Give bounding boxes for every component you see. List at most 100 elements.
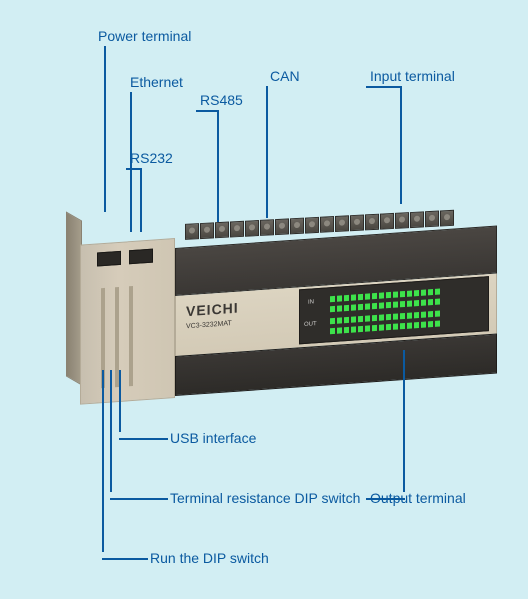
screw-terminal xyxy=(215,222,229,239)
led-indicator xyxy=(365,293,370,299)
led-indicator xyxy=(358,304,363,310)
led-indicator xyxy=(407,312,412,318)
led-indicator xyxy=(393,301,398,307)
led-indicator xyxy=(428,311,433,317)
led-indicator xyxy=(351,294,356,300)
callout-label-termres: Terminal resistance DIP switch xyxy=(170,490,360,506)
callout-label-power: Power terminal xyxy=(98,28,191,44)
led-indicator xyxy=(414,290,419,296)
led-indicator xyxy=(407,300,412,306)
screw-terminal xyxy=(185,223,199,240)
led-indicator xyxy=(393,313,398,319)
leader-tick-rundip xyxy=(102,558,148,560)
callout-label-rs485: RS485 xyxy=(200,92,243,108)
leader-tick-input xyxy=(366,86,402,88)
device-left-section xyxy=(80,238,175,405)
device-body: VEICHI VC3-3232MAT IN OUT xyxy=(80,215,500,404)
led-indicator xyxy=(358,316,363,322)
led-indicator xyxy=(330,328,335,334)
screw-terminal xyxy=(260,219,274,236)
leader-line-usb xyxy=(119,370,121,432)
led-indicator xyxy=(358,294,363,300)
led-indicator xyxy=(372,325,377,331)
leader-line-can xyxy=(266,86,268,218)
led-indicator xyxy=(400,301,405,307)
screw-terminal xyxy=(395,212,409,229)
callout-label-input: Input terminal xyxy=(370,68,455,84)
leader-line-rs232 xyxy=(140,168,142,232)
led-indicator xyxy=(351,304,356,310)
screw-terminal xyxy=(305,217,319,234)
in-label: IN xyxy=(308,299,314,305)
led-indicator xyxy=(358,326,363,332)
led-indicator xyxy=(400,323,405,329)
led-indicator xyxy=(351,326,356,332)
led-indicator xyxy=(337,317,342,323)
led-indicator xyxy=(386,314,391,320)
model-label: VC3-3232MAT xyxy=(186,320,232,330)
rs232-port xyxy=(129,249,153,265)
out-label: OUT xyxy=(304,321,317,328)
led-indicator xyxy=(351,316,356,322)
led-indicator xyxy=(344,327,349,333)
screw-terminal xyxy=(440,210,454,227)
leader-line-power xyxy=(104,46,106,212)
led-indicator xyxy=(344,317,349,323)
led-indicator xyxy=(428,321,433,327)
led-indicator xyxy=(379,292,384,298)
leader-line-rundip xyxy=(102,370,104,552)
leader-tick-rs232 xyxy=(126,168,142,170)
led-indicator xyxy=(407,322,412,328)
led-indicator xyxy=(386,302,391,308)
led-indicator xyxy=(435,311,440,317)
led-indicator xyxy=(428,299,433,305)
led-indicator xyxy=(407,290,412,296)
callout-label-rs232: RS232 xyxy=(130,150,173,166)
led-indicator xyxy=(386,324,391,330)
led-indicator xyxy=(393,291,398,297)
screw-terminal xyxy=(200,222,214,239)
leader-line-output xyxy=(403,350,405,492)
leader-tick-termres xyxy=(110,498,168,500)
led-indicator xyxy=(400,313,405,319)
led-indicator xyxy=(400,291,405,297)
screw-terminal xyxy=(245,220,259,237)
leader-line-input xyxy=(400,86,402,204)
callout-label-rundip: Run the DIP switch xyxy=(150,550,269,566)
leader-line-rs485 xyxy=(217,110,219,222)
led-indicator xyxy=(386,292,391,298)
screw-terminal xyxy=(380,213,394,230)
plc-device: VEICHI VC3-3232MAT IN OUT xyxy=(80,210,500,390)
led-indicator xyxy=(414,322,419,328)
led-indicator xyxy=(344,305,349,311)
leader-tick-rs485 xyxy=(196,110,219,112)
led-indicator xyxy=(330,318,335,324)
led-indicator xyxy=(379,314,384,320)
led-indicator xyxy=(379,324,384,330)
leader-tick-output xyxy=(366,498,405,500)
screw-terminal xyxy=(410,211,424,228)
screw-terminal xyxy=(230,221,244,238)
screw-terminal xyxy=(350,214,364,231)
led-indicator xyxy=(421,311,426,317)
screw-terminal xyxy=(320,216,334,233)
callout-label-usb: USB interface xyxy=(170,430,256,446)
led-indicator xyxy=(435,289,440,295)
led-indicator xyxy=(344,295,349,301)
screw-terminal xyxy=(290,218,304,235)
led-indicator xyxy=(435,299,440,305)
callout-label-ethernet: Ethernet xyxy=(130,74,183,90)
leader-line-termres xyxy=(110,370,112,492)
led-indicator xyxy=(372,293,377,299)
led-indicator xyxy=(337,295,342,301)
led-indicator xyxy=(365,303,370,309)
led-indicator xyxy=(414,312,419,318)
vent-slot xyxy=(129,286,133,386)
device-right-section: VEICHI VC3-3232MAT IN OUT xyxy=(175,226,497,389)
leader-tick-usb xyxy=(119,438,168,440)
led-indicator xyxy=(421,321,426,327)
led-indicator xyxy=(330,296,335,302)
led-indicator xyxy=(379,302,384,308)
screw-terminal xyxy=(275,218,289,235)
brand-label: VEICHI xyxy=(186,300,239,320)
